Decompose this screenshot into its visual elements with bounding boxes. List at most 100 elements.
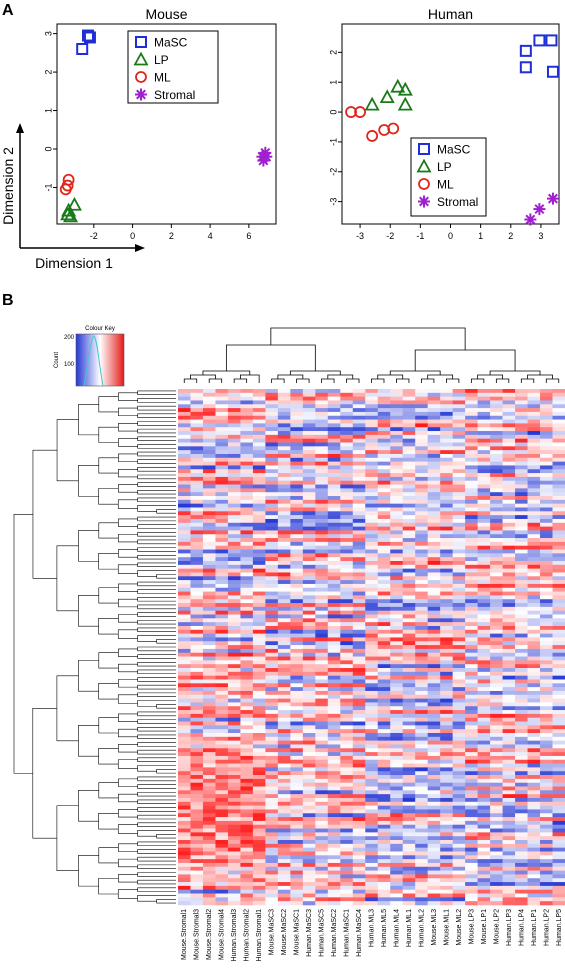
heatmap-cell <box>315 847 329 852</box>
heatmap-cell <box>552 717 565 722</box>
heatmap-cell <box>490 427 503 432</box>
heatmap-cell <box>452 668 466 673</box>
heatmap-cell <box>515 698 528 703</box>
heatmap-cell <box>552 450 565 455</box>
heatmap-cell <box>427 503 441 508</box>
heatmap-cell <box>277 568 291 573</box>
heatmap-cell <box>252 847 266 852</box>
heatmap-cell <box>302 668 316 673</box>
heatmap-cell <box>178 771 191 776</box>
heatmap-cell <box>465 503 478 508</box>
heatmap-cell <box>515 465 528 470</box>
heatmap-cell <box>390 740 404 745</box>
heatmap-cell <box>340 862 354 868</box>
heatmap-cell <box>440 702 453 707</box>
heatmap-cell <box>440 878 453 883</box>
heatmap-cell <box>215 847 229 852</box>
dendrogram-link <box>118 728 138 738</box>
heatmap-cell <box>190 664 204 669</box>
heatmap-cell <box>178 775 191 780</box>
heatmap-cell <box>352 503 366 508</box>
heatmap-cell <box>490 465 503 470</box>
heatmap-cell <box>502 499 516 504</box>
heatmap-cell <box>452 721 466 726</box>
heatmap-cell <box>477 461 491 466</box>
heatmap-cell <box>402 748 416 753</box>
heatmap-cell <box>290 404 304 409</box>
heatmap-cell <box>215 606 229 611</box>
heatmap-cell <box>240 736 254 741</box>
heatmap-cell <box>302 434 316 439</box>
heatmap-cell <box>415 817 428 822</box>
dendrogram-link <box>118 713 138 722</box>
heatmap-cell <box>490 679 503 684</box>
heatmap-cell <box>502 538 516 543</box>
heatmap-cell <box>252 610 266 615</box>
heatmap-cell <box>427 400 441 405</box>
heatmap-cell <box>440 820 453 826</box>
heatmap-cell <box>552 606 565 611</box>
heatmap-cell <box>215 775 229 780</box>
heatmap-cell <box>452 423 466 428</box>
heatmap-cell <box>452 652 466 657</box>
legend-label: Stromal <box>154 88 195 102</box>
heatmap-cell <box>502 629 516 634</box>
heatmap-cell <box>390 591 404 596</box>
heatmap-cell <box>240 557 254 562</box>
heatmap-cell <box>402 687 416 692</box>
heatmap-cell <box>277 679 291 684</box>
heatmap-cell <box>427 438 441 443</box>
heatmap-cell <box>315 790 329 795</box>
heatmap-cell <box>377 660 391 665</box>
heatmap-cell <box>315 721 329 726</box>
heatmap-cell <box>352 515 366 520</box>
heatmap-cell <box>502 832 516 837</box>
heatmap-cell <box>352 713 366 719</box>
legend-marker-stromal <box>135 88 147 101</box>
heatmap-cell <box>540 545 553 550</box>
heatmap-cell <box>215 587 229 592</box>
heatmap-cell <box>277 736 291 741</box>
heatmap-cell <box>178 767 191 772</box>
heatmap-cell <box>440 710 453 715</box>
heatmap-cell <box>427 396 441 401</box>
heatmap-cell <box>178 729 191 734</box>
heatmap-cell <box>440 671 453 676</box>
heatmap-cell <box>415 713 428 719</box>
heatmap-cell <box>477 580 491 585</box>
heatmap-cell <box>377 862 391 868</box>
heatmap-cell <box>552 419 565 424</box>
heatmap-cell <box>327 660 341 665</box>
heatmap-cell <box>552 522 565 527</box>
heatmap-cell <box>390 431 404 436</box>
heatmap-cell <box>527 404 541 409</box>
heatmap-cell <box>178 862 191 868</box>
heatmap-cell <box>365 664 379 669</box>
dendrogram-link <box>296 378 310 383</box>
heatmap-cell <box>502 503 516 508</box>
heatmap-cell <box>540 862 553 868</box>
heatmap-cell <box>290 664 304 669</box>
heatmap-cell <box>440 457 453 462</box>
heatmap-cell <box>502 580 516 585</box>
heatmap-cell <box>390 893 404 898</box>
heatmap-cell <box>302 453 316 459</box>
heatmap-cell <box>415 717 428 722</box>
data-point-masc <box>545 34 558 47</box>
heatmap-cell <box>327 851 341 856</box>
heatmap-cell <box>215 878 229 883</box>
dendrogram-link <box>137 554 176 560</box>
heatmap-cell <box>402 893 416 898</box>
heatmap-cell <box>277 698 291 703</box>
heatmap-cell <box>540 400 553 405</box>
heatmap-cell <box>552 633 565 638</box>
heatmap-cell <box>365 801 379 806</box>
column-label: Mouse.LP2 <box>493 909 500 945</box>
heatmap-cell <box>202 564 216 569</box>
heatmap-cell <box>327 446 341 451</box>
heatmap-cell <box>540 580 553 585</box>
data-point-lp <box>63 208 79 223</box>
heatmap-cell <box>252 465 266 470</box>
heatmap-cell <box>390 610 404 615</box>
heatmap-cell <box>502 759 516 764</box>
